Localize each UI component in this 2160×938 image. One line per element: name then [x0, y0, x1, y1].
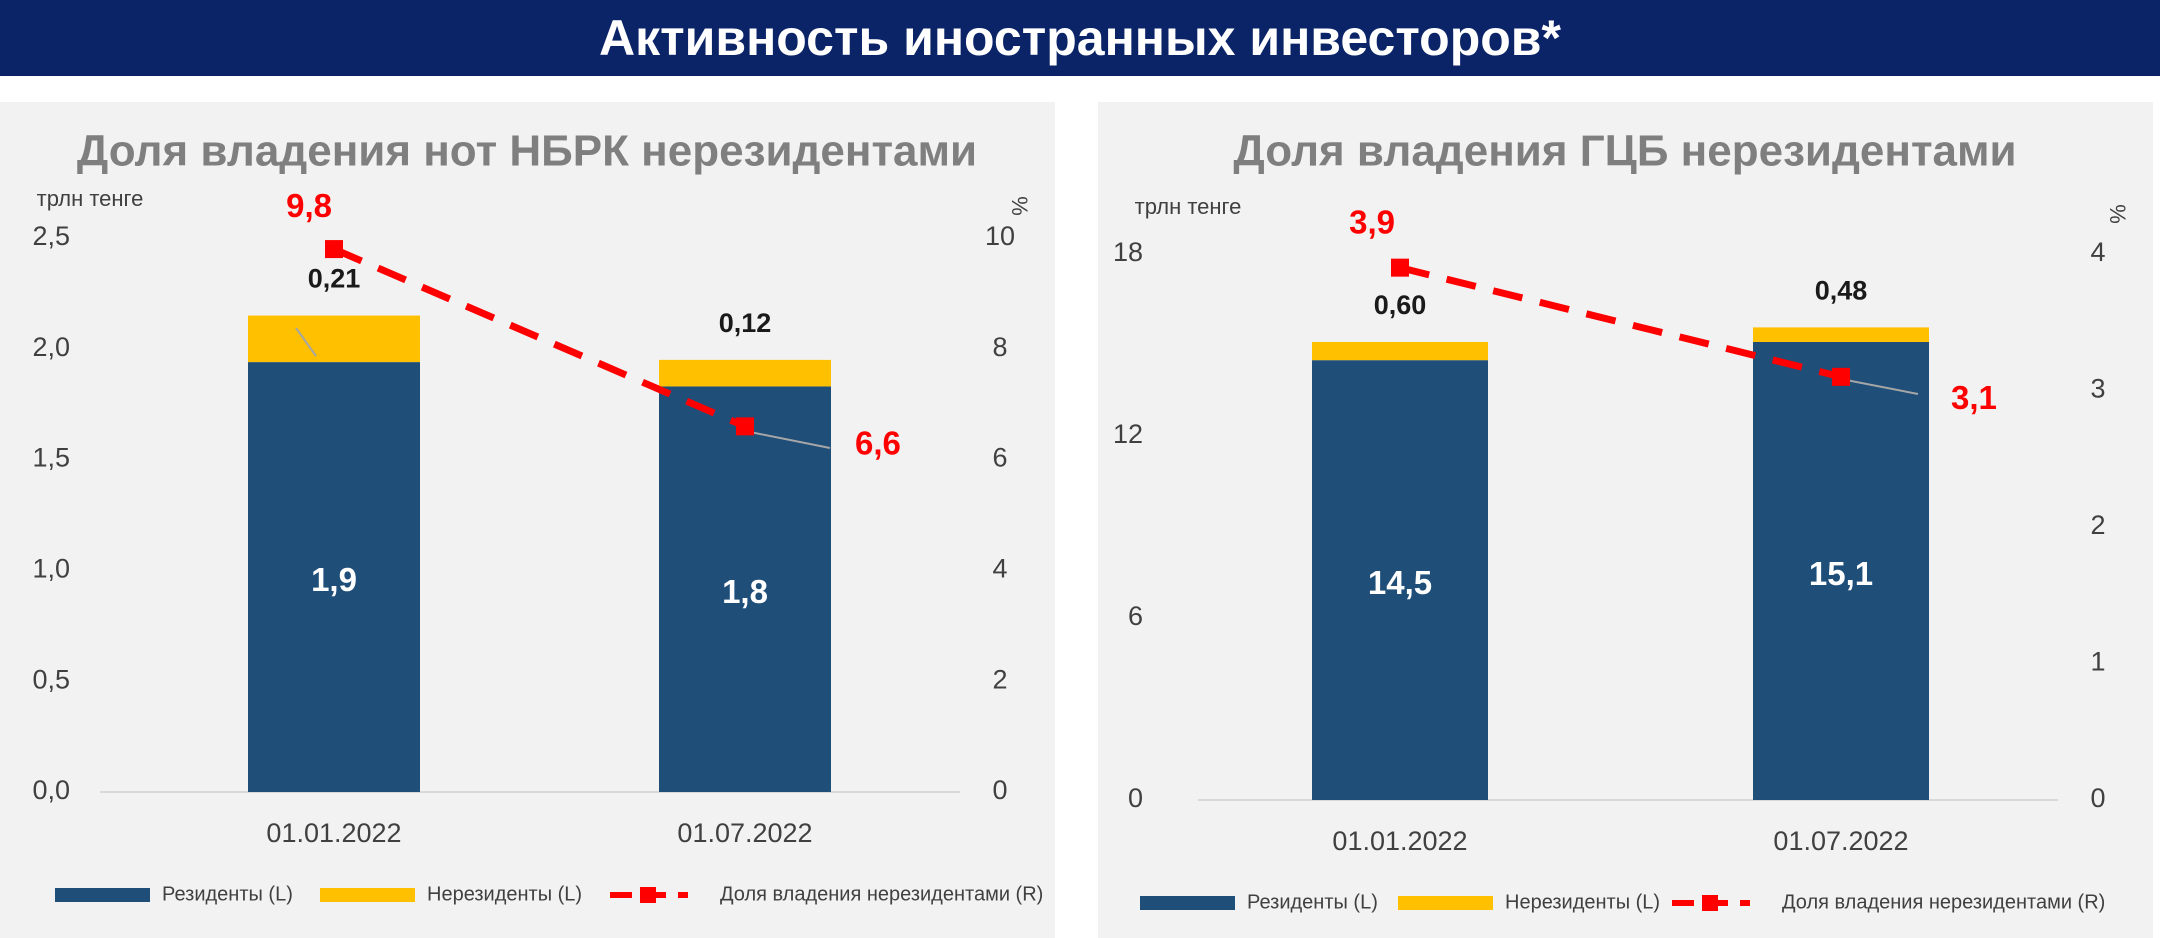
y2-tick-label: 3 — [2090, 374, 2105, 404]
chart-gcb-svg: Доля владения ГЦБ нерезидентами трлн тенг… — [1113, 127, 2130, 914]
share-line — [332, 245, 747, 430]
bar-nonresidents — [1753, 327, 1929, 342]
legend-label-nonresidents: Нерезиденты (L) — [1505, 891, 1660, 913]
y-tick-label: 6 — [1128, 601, 1143, 631]
share-line — [1399, 264, 1842, 381]
x-tick-label: 01.07.2022 — [677, 818, 812, 848]
y2-tick-label: 2 — [992, 664, 1007, 694]
legend-swatch-nonresidents — [320, 888, 415, 902]
data-label-share: 3,9 — [1349, 204, 1395, 241]
legend-marker-share — [640, 887, 656, 903]
label-leader-line — [1840, 378, 1919, 395]
legend-label-nonresidents: Нерезиденты (L) — [427, 883, 582, 905]
data-label-share: 3,1 — [1951, 379, 1997, 416]
y2-tick-label: 0 — [992, 775, 1007, 805]
y-tick-label: 0,0 — [32, 775, 70, 805]
y2-tick-label: 0 — [2090, 783, 2105, 813]
data-label-residents: 1,9 — [311, 561, 357, 598]
x-tick-label: 01.07.2022 — [1773, 826, 1908, 856]
y2-tick-label: 6 — [992, 443, 1007, 473]
bar-residents — [1753, 341, 1929, 800]
label-leader-line — [295, 327, 317, 357]
data-label-share: 6,6 — [855, 424, 901, 461]
chart-panel-gcb: Доля владения ГЦБ нерезидентами трлн тенг… — [1098, 102, 2153, 938]
legend-label-residents: Резиденты (L) — [1247, 891, 1378, 913]
chart-panel-notes: Доля владения нот НБРК нерезидентами трлн… — [0, 102, 1055, 938]
y2-tick-label: 1 — [2090, 647, 2105, 677]
y-tick-label: 18 — [1113, 237, 1143, 267]
share-marker — [736, 417, 754, 436]
legend-swatch-nonresidents — [1398, 896, 1493, 910]
y2-tick-label: 4 — [992, 554, 1007, 584]
x-tick-label: 01.01.2022 — [266, 818, 401, 848]
y2-tick-label: 2 — [2090, 510, 2105, 540]
y-tick-label: 1,5 — [32, 443, 70, 473]
data-label-nonresidents: 0,60 — [1374, 290, 1427, 320]
share-marker — [325, 240, 343, 259]
data-label-nonresidents: 0,48 — [1815, 275, 1868, 305]
data-label-residents: 1,8 — [722, 573, 768, 610]
y-tick-label: 2,0 — [32, 332, 70, 362]
bar-residents — [248, 362, 420, 792]
y-tick-label: 12 — [1113, 419, 1143, 449]
legend-swatch-residents — [1140, 896, 1235, 910]
share-marker — [1832, 367, 1850, 386]
bar-nonresidents — [1312, 341, 1488, 361]
chart-title: Доля владения нот НБРК нерезидентами — [77, 127, 977, 176]
data-label-nonresidents: 0,21 — [308, 264, 361, 294]
y-tick-label: 1,0 — [32, 554, 70, 584]
chart-notes-svg: Доля владения нот НБРК нерезидентами трлн… — [32, 127, 1043, 906]
chart-title: Доля владения ГЦБ нерезидентами — [1233, 127, 2016, 176]
share-marker — [1391, 258, 1409, 277]
y2-tick-label: 4 — [2090, 237, 2105, 267]
y-tick-label: 0,5 — [32, 664, 70, 694]
y2-axis-label: % — [2105, 204, 2130, 224]
page-title: Активность иностранных инвесторов* — [0, 0, 2160, 76]
bar-nonresidents — [659, 359, 831, 387]
legend-marker-share — [1702, 895, 1718, 911]
legend-label-share: Доля владения нерезидентами (R) — [720, 883, 1043, 905]
label-leader-line — [744, 430, 831, 449]
y2-axis-label: % — [1007, 196, 1032, 216]
data-label-share: 9,8 — [286, 187, 332, 224]
x-tick-label: 01.01.2022 — [1332, 826, 1467, 856]
y2-tick-label: 10 — [985, 221, 1015, 251]
legend-swatch-residents — [55, 888, 150, 902]
bar-residents — [659, 386, 831, 792]
y-tick-label: 0 — [1128, 783, 1143, 813]
y2-tick-label: 8 — [992, 332, 1007, 362]
legend-label-residents: Резиденты (L) — [162, 883, 293, 905]
data-label-residents: 14,5 — [1368, 564, 1432, 601]
y-tick-label: 2,5 — [32, 221, 70, 251]
bar-nonresidents — [248, 315, 420, 363]
y-axis-label: трлн тенге — [37, 186, 144, 211]
data-label-nonresidents: 0,12 — [719, 308, 772, 338]
data-label-residents: 15,1 — [1809, 555, 1873, 592]
legend-label-share: Доля владения нерезидентами (R) — [1782, 891, 2105, 913]
bar-residents — [1312, 360, 1488, 800]
y-axis-label: трлн тенге — [1135, 194, 1242, 219]
